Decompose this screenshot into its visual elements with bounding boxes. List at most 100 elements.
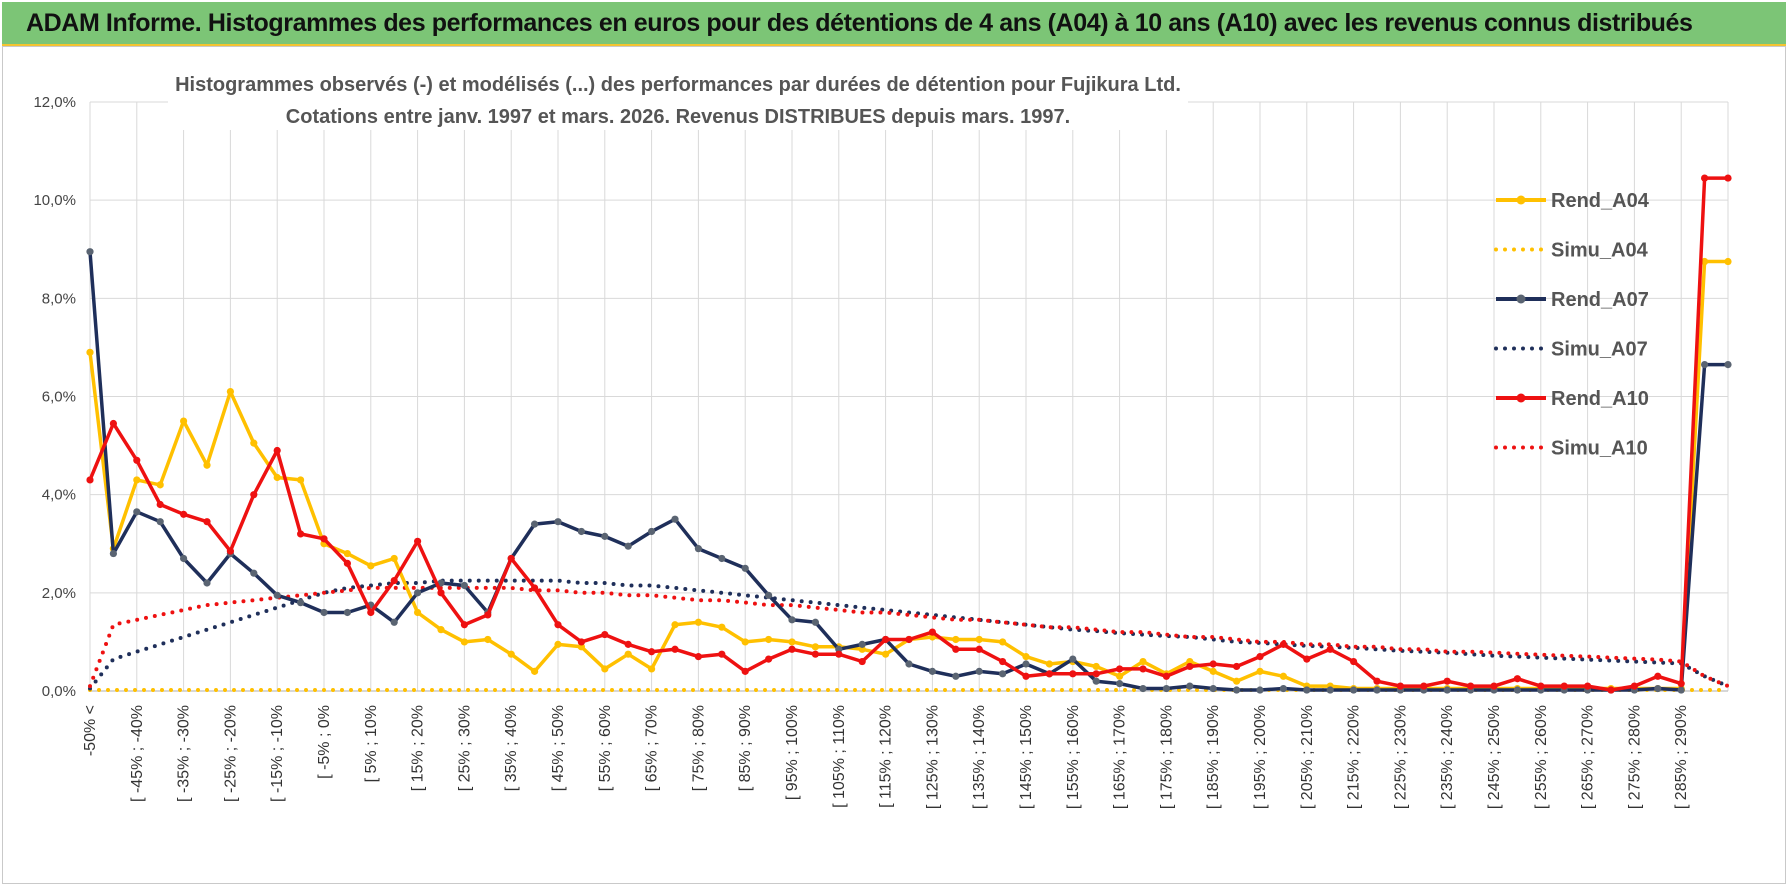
data-point <box>531 520 539 528</box>
legend-item-simu-a07: Simu_A07 <box>1494 339 1648 361</box>
x-tick-label: [ 225% ; 230% <box>1392 705 1409 809</box>
data-point <box>882 650 890 658</box>
x-tick-label: [ 185% ; 190% <box>1205 705 1222 809</box>
data-point <box>86 476 94 484</box>
data-point <box>601 630 609 639</box>
data-point <box>788 645 796 653</box>
data-point <box>1724 360 1732 369</box>
data-point <box>86 348 94 356</box>
data-point <box>1256 686 1264 694</box>
data-point <box>1490 682 1498 690</box>
legend-marker <box>1516 393 1526 403</box>
data-point <box>250 439 258 447</box>
data-point <box>1209 660 1217 668</box>
data-point <box>507 554 515 563</box>
data-point <box>554 621 562 629</box>
data-point <box>975 667 983 675</box>
data-point <box>624 640 632 648</box>
data-point <box>1162 684 1170 693</box>
data-point <box>390 576 398 585</box>
data-point <box>1537 682 1545 690</box>
data-point <box>156 500 164 509</box>
data-point <box>1116 680 1124 688</box>
data-point <box>1701 257 1709 266</box>
series-line <box>88 585 1730 689</box>
x-tick-label: [ -5% ; 0% <box>316 705 333 779</box>
legend-label: Simu_A10 <box>1551 438 1648 460</box>
data-point <box>1420 682 1428 690</box>
data-point <box>811 650 820 658</box>
legend-label: Simu_A07 <box>1551 339 1648 361</box>
data-point <box>1162 672 1170 680</box>
data-point <box>1069 655 1077 663</box>
data-point <box>1584 682 1592 690</box>
legend-label: Simu_A04 <box>1551 240 1649 262</box>
legend-item-simu-a04: Simu_A04 <box>1494 240 1649 262</box>
y-axis: 0,0% 2,0% 4,0% 6,0% 8,0% 10,0% 12,0% <box>33 94 76 700</box>
data-point <box>975 635 983 644</box>
data-point <box>320 608 328 617</box>
data-point <box>1045 660 1053 668</box>
data-point <box>952 672 960 680</box>
data-point <box>1326 686 1334 694</box>
data-point <box>1724 257 1732 266</box>
x-tick-label: [ 145% ; 150% <box>1018 705 1035 809</box>
data-point <box>694 653 703 661</box>
data-point <box>1022 660 1030 668</box>
x-tick-label: [ 95% ; 100% <box>784 705 801 800</box>
data-point <box>858 640 866 648</box>
data-point <box>133 508 141 516</box>
legend-label: Rend_A07 <box>1551 289 1649 311</box>
data-point <box>343 549 351 558</box>
data-point <box>1513 675 1521 683</box>
data-point <box>1326 645 1334 653</box>
data-point <box>1045 670 1053 678</box>
data-point <box>1701 174 1709 182</box>
data-point <box>203 579 211 587</box>
data-point <box>1373 686 1381 694</box>
data-point <box>1209 684 1217 693</box>
data-point <box>531 667 539 675</box>
data-point <box>835 650 843 658</box>
x-tick-label: [ 165% ; 170% <box>1112 705 1129 809</box>
data-point <box>694 618 703 626</box>
data-point <box>1139 657 1147 666</box>
report-banner: ADAM Informe. Histogrammes des performan… <box>2 2 1786 46</box>
data-point <box>1654 684 1662 693</box>
series-simu-a07 <box>88 578 1730 691</box>
x-tick-label: [ 35% ; 40% <box>503 705 520 791</box>
data-point <box>788 616 796 624</box>
data-point <box>1443 686 1451 694</box>
data-point <box>811 618 820 626</box>
data-point <box>343 608 351 617</box>
data-point <box>1069 670 1077 678</box>
data-point <box>741 638 749 646</box>
data-point <box>1560 682 1568 690</box>
data-point <box>86 248 94 256</box>
data-point <box>1279 640 1287 648</box>
data-point <box>250 491 258 499</box>
data-point <box>297 599 305 607</box>
series-simu-a10 <box>88 585 1730 689</box>
data-point <box>765 635 773 644</box>
x-tick-label: [ 215% ; 220% <box>1346 705 1363 809</box>
series-line <box>88 251 1728 692</box>
y-tick-label: 2,0% <box>42 585 76 602</box>
series-rend-a10 <box>86 174 1732 694</box>
report-title: ADAM Informe. Histogrammes des performan… <box>26 9 1693 37</box>
data-point <box>718 650 726 658</box>
data-point <box>975 645 983 653</box>
data-point <box>156 518 164 526</box>
data-point <box>1022 653 1030 661</box>
x-tick-label: [ 5% ; 10% <box>363 705 380 782</box>
data-point <box>531 584 539 592</box>
data-point <box>694 545 703 553</box>
series-line <box>88 259 1728 691</box>
data-point <box>367 562 375 570</box>
data-point <box>1279 684 1287 693</box>
x-tick-label: [ -15% ; -10% <box>269 705 286 802</box>
data-point <box>624 650 632 658</box>
x-tick-label: [ 265% ; 270% <box>1580 705 1597 809</box>
data-point <box>1256 667 1264 675</box>
x-tick-label: [ 255% ; 260% <box>1533 705 1550 809</box>
